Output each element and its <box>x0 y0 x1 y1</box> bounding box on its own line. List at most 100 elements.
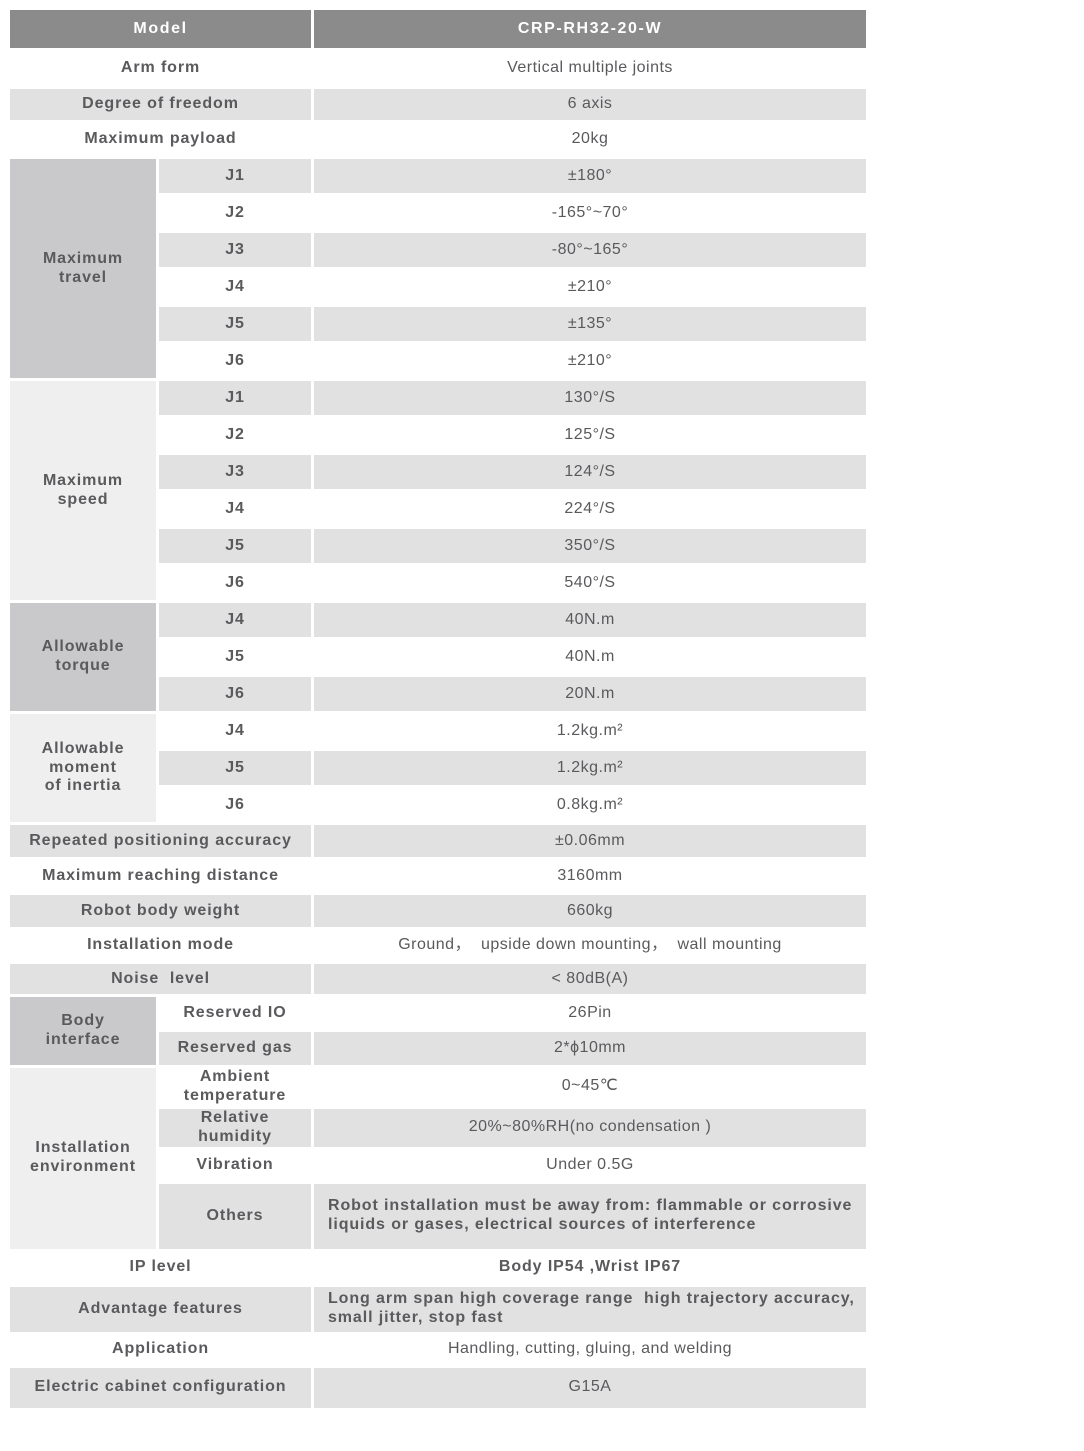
joint-cell: J2 <box>225 425 245 443</box>
value-cell: ±0.06mm <box>314 825 866 857</box>
label-cell: Advantage features <box>10 1286 311 1332</box>
value-cell: 20kg <box>571 130 609 148</box>
row-travel-j2: J2 -165°~70° <box>10 196 866 230</box>
value-cell: -165°~70° <box>551 203 629 221</box>
value-cell: 125°/S <box>564 425 616 443</box>
value-cell: Handling, cutting, gluing, and welding <box>447 1340 733 1358</box>
row-ambient-temperature: Installation environment Ambient tempera… <box>10 1068 866 1249</box>
value-cell: -80°~165° <box>314 233 866 267</box>
joint-cell: J3 <box>159 233 311 267</box>
row-relative-humidity: Relative humidity 20%~80%RH(no condensat… <box>10 1108 866 1147</box>
value-cell: Body IP54 ,Wrist IP67 <box>498 1258 682 1276</box>
joint-cell: J6 <box>225 351 245 369</box>
value-cell: Robot installation must be away from: fl… <box>314 1183 866 1249</box>
row-speed-j3: J3 124°/S <box>10 455 866 489</box>
row-speed-j1: Maximum speed J1 130°/S <box>10 381 866 600</box>
row-electric-cabinet-configuration: Electric cabinet configuration G15A <box>10 1367 866 1408</box>
joint-cell: J1 <box>159 381 311 415</box>
value-cell: 1.2kg.m² <box>556 721 624 739</box>
joint-cell: J4 <box>225 721 245 739</box>
row-travel-j4: J4 ±210° <box>10 270 866 304</box>
joint-cell: J1 <box>159 159 311 193</box>
value-cell: 1.2kg.m² <box>314 751 866 785</box>
label-cell: Degree of freedom <box>10 89 311 120</box>
row-travel-j5: J5 ±135° <box>10 307 866 341</box>
label-cell: Robot body weight <box>10 895 311 927</box>
joint-cell: J3 <box>159 455 311 489</box>
value-cell: 350°/S <box>314 529 866 563</box>
value-cell: 540°/S <box>564 573 616 591</box>
group-cell-allowable-inertia: Allowable moment of inertia <box>10 714 156 822</box>
model-header-cell: Model <box>10 10 311 48</box>
header-row: Model CRP-RH32-20-W <box>10 10 866 48</box>
sub-label-cell: Others <box>159 1183 311 1249</box>
value-cell: 6 axis <box>314 89 866 120</box>
row-inertia-j5: J5 1.2kg.m² <box>10 751 866 785</box>
joint-cell: J2 <box>225 203 245 221</box>
row-arm-form: Arm form Vertical multiple joints <box>10 51 866 86</box>
row-reserved-gas: Reserved gas 2*ϕ10mm <box>10 1032 866 1065</box>
joint-cell: J6 <box>225 795 245 813</box>
joint-cell: J6 <box>225 573 245 591</box>
label-cell: Application <box>111 1340 209 1358</box>
value-cell: 3160mm <box>557 866 623 884</box>
sub-label-cell: Reserved gas <box>159 1032 311 1065</box>
row-speed-j5: J5 350°/S <box>10 529 866 563</box>
value-cell: 0.8kg.m² <box>556 795 624 813</box>
group-cell-maximum-travel: Maximum travel <box>10 159 156 378</box>
row-advantage-features: Advantage features Long arm span high co… <box>10 1286 866 1332</box>
row-travel-j1: Maximum travel J1 ±180° <box>10 159 866 378</box>
row-torque-j5: J5 40N.m <box>10 640 866 674</box>
row-degree-of-freedom: Degree of freedom 6 axis <box>10 89 866 120</box>
value-cell: ±135° <box>314 307 866 341</box>
joint-cell: J5 <box>159 529 311 563</box>
joint-cell: J5 <box>159 751 311 785</box>
label-cell: Maximum payload <box>84 130 237 148</box>
value-cell: 40N.m <box>565 647 615 665</box>
row-installation-mode: Installation mode Ground， upside down mo… <box>10 930 866 961</box>
label-cell: Arm form <box>120 59 201 77</box>
group-cell-maximum-speed: Maximum speed <box>10 381 156 600</box>
joint-cell: J4 <box>159 603 311 637</box>
value-cell: 124°/S <box>314 455 866 489</box>
row-reserved-io: Body interface Reserved IO 26Pin <box>10 997 866 1065</box>
row-robot-body-weight: Robot body weight 660kg <box>10 895 866 927</box>
value-cell: ±180° <box>314 159 866 193</box>
value-cell: Under 0.5G <box>546 1155 634 1173</box>
label-cell: Maximum reaching distance <box>42 866 279 884</box>
joint-cell: J6 <box>159 677 311 711</box>
group-cell-allowable-torque: Allowable torque <box>10 603 156 711</box>
label-cell: Noise level <box>10 964 311 994</box>
joint-cell: J5 <box>159 307 311 341</box>
row-repeated-positioning-accuracy: Repeated positioning accuracy ±0.06mm <box>10 825 866 857</box>
row-travel-j3: J3 -80°~165° <box>10 233 866 267</box>
value-cell: 2*ϕ10mm <box>314 1032 866 1065</box>
row-application: Application Handling, cutting, gluing, a… <box>10 1335 866 1365</box>
row-torque-j4: Allowable torque J4 40N.m <box>10 603 866 711</box>
value-cell: 660kg <box>314 895 866 927</box>
value-cell: 40N.m <box>314 603 866 637</box>
row-speed-j6: J6 540°/S <box>10 566 866 600</box>
row-maximum-payload: Maximum payload 20kg <box>10 123 866 156</box>
joint-cell: J4 <box>225 499 245 517</box>
sub-label-cell: Relative humidity <box>159 1108 311 1147</box>
row-inertia-j6: J6 0.8kg.m² <box>10 788 866 822</box>
value-cell: 20%~80%RH(no condensation ) <box>314 1108 866 1147</box>
robot-spec-table: Model CRP-RH32-20-W Arm form Vertical mu… <box>7 7 869 1411</box>
label-cell: Electric cabinet configuration <box>10 1367 311 1408</box>
row-torque-j6: J6 20N.m <box>10 677 866 711</box>
value-cell: 224°/S <box>564 499 616 517</box>
value-cell: 0~45℃ <box>561 1077 619 1095</box>
row-travel-j6: J6 ±210° <box>10 344 866 378</box>
group-cell-body-interface: Body interface <box>10 997 156 1065</box>
group-cell-installation-environment: Installation environment <box>10 1068 156 1249</box>
sub-label-cell: Ambient temperature <box>183 1068 287 1104</box>
label-cell: Repeated positioning accuracy <box>10 825 311 857</box>
label-cell: Installation mode <box>87 936 234 954</box>
joint-cell: J5 <box>225 647 245 665</box>
row-vibration: Vibration Under 0.5G <box>10 1150 866 1181</box>
row-speed-j4: J4 224°/S <box>10 492 866 526</box>
sub-label-cell: Reserved IO <box>183 1003 287 1021</box>
value-cell: Ground， upside down mounting， wall mount… <box>398 936 782 954</box>
joint-cell: J4 <box>225 277 245 295</box>
